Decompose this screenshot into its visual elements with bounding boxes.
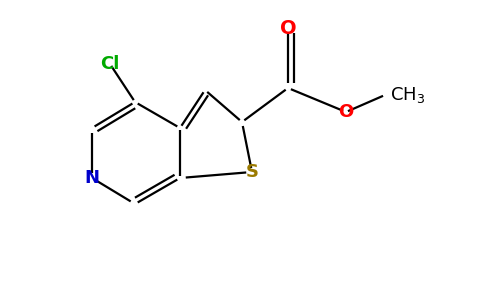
Text: S: S <box>245 163 258 181</box>
Text: Cl: Cl <box>100 55 120 73</box>
Text: O: O <box>338 103 354 121</box>
Text: N: N <box>85 169 100 187</box>
Text: O: O <box>280 19 296 38</box>
Text: CH$_3$: CH$_3$ <box>390 85 425 105</box>
